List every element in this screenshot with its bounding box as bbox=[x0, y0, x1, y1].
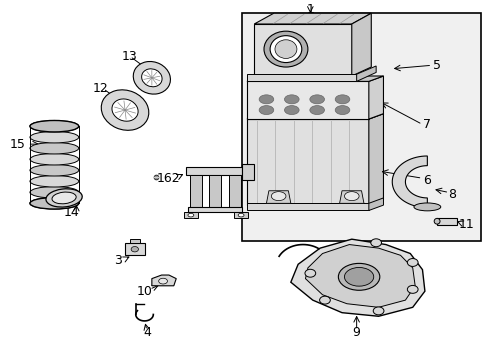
Text: 14: 14 bbox=[63, 206, 79, 219]
Polygon shape bbox=[368, 76, 383, 119]
Ellipse shape bbox=[30, 198, 79, 209]
Ellipse shape bbox=[187, 213, 193, 217]
Ellipse shape bbox=[305, 269, 315, 277]
Ellipse shape bbox=[158, 278, 167, 284]
Polygon shape bbox=[185, 167, 242, 175]
Ellipse shape bbox=[30, 176, 79, 187]
Text: 4: 4 bbox=[143, 326, 151, 339]
Text: 12: 12 bbox=[93, 82, 108, 95]
Ellipse shape bbox=[407, 285, 417, 293]
Ellipse shape bbox=[309, 105, 324, 114]
Polygon shape bbox=[189, 175, 201, 209]
Ellipse shape bbox=[309, 95, 324, 104]
Ellipse shape bbox=[30, 143, 79, 154]
Polygon shape bbox=[246, 81, 368, 119]
Polygon shape bbox=[183, 212, 198, 218]
Ellipse shape bbox=[30, 153, 79, 165]
Polygon shape bbox=[391, 156, 427, 208]
Polygon shape bbox=[188, 207, 242, 212]
Ellipse shape bbox=[30, 131, 79, 143]
Text: 1: 1 bbox=[306, 3, 314, 16]
Ellipse shape bbox=[334, 95, 349, 104]
Ellipse shape bbox=[112, 99, 138, 121]
Ellipse shape bbox=[433, 219, 439, 224]
Polygon shape bbox=[368, 114, 383, 205]
Text: 6: 6 bbox=[423, 174, 430, 186]
Text: 11: 11 bbox=[458, 218, 473, 231]
Ellipse shape bbox=[372, 307, 383, 315]
Ellipse shape bbox=[319, 296, 330, 304]
Polygon shape bbox=[242, 164, 254, 180]
Polygon shape bbox=[339, 191, 363, 203]
Ellipse shape bbox=[284, 105, 299, 114]
Text: 15: 15 bbox=[10, 138, 26, 150]
Ellipse shape bbox=[142, 69, 162, 87]
Polygon shape bbox=[209, 175, 221, 209]
Ellipse shape bbox=[30, 121, 79, 132]
Polygon shape bbox=[246, 76, 383, 81]
Ellipse shape bbox=[284, 95, 299, 104]
Polygon shape bbox=[246, 74, 356, 81]
Ellipse shape bbox=[259, 105, 273, 114]
Ellipse shape bbox=[131, 247, 138, 252]
Polygon shape bbox=[125, 243, 144, 255]
Polygon shape bbox=[254, 13, 370, 24]
Ellipse shape bbox=[30, 165, 79, 176]
Polygon shape bbox=[246, 203, 368, 211]
Ellipse shape bbox=[338, 264, 379, 290]
Polygon shape bbox=[436, 218, 456, 225]
Polygon shape bbox=[233, 212, 248, 218]
Ellipse shape bbox=[271, 192, 285, 201]
Ellipse shape bbox=[101, 90, 148, 130]
Polygon shape bbox=[246, 114, 383, 119]
Ellipse shape bbox=[269, 36, 301, 63]
Ellipse shape bbox=[344, 192, 358, 201]
Ellipse shape bbox=[46, 189, 82, 207]
Text: 8: 8 bbox=[447, 188, 455, 201]
Ellipse shape bbox=[30, 198, 79, 209]
Text: 7: 7 bbox=[423, 118, 430, 131]
Text: 9: 9 bbox=[352, 326, 360, 339]
Ellipse shape bbox=[259, 95, 273, 104]
Polygon shape bbox=[254, 24, 351, 76]
Ellipse shape bbox=[370, 239, 381, 247]
Text: 5: 5 bbox=[432, 59, 440, 72]
Bar bbox=[242, 13, 480, 241]
Polygon shape bbox=[152, 275, 176, 286]
Ellipse shape bbox=[52, 192, 76, 204]
Polygon shape bbox=[368, 198, 383, 211]
Text: 13: 13 bbox=[122, 50, 138, 63]
Polygon shape bbox=[290, 239, 424, 316]
Ellipse shape bbox=[133, 62, 170, 94]
Polygon shape bbox=[130, 239, 140, 243]
Ellipse shape bbox=[274, 40, 296, 58]
Ellipse shape bbox=[238, 213, 244, 217]
Ellipse shape bbox=[344, 267, 373, 286]
Ellipse shape bbox=[264, 31, 307, 67]
Ellipse shape bbox=[30, 121, 79, 132]
Ellipse shape bbox=[30, 186, 79, 198]
Polygon shape bbox=[305, 244, 414, 307]
Ellipse shape bbox=[334, 105, 349, 114]
Polygon shape bbox=[246, 119, 368, 205]
Text: 10: 10 bbox=[136, 285, 152, 298]
Polygon shape bbox=[266, 191, 290, 203]
Ellipse shape bbox=[407, 258, 417, 266]
Polygon shape bbox=[351, 13, 370, 76]
Text: 162: 162 bbox=[157, 172, 181, 185]
Polygon shape bbox=[228, 175, 240, 209]
Ellipse shape bbox=[413, 203, 440, 211]
Text: 3: 3 bbox=[114, 254, 122, 267]
Polygon shape bbox=[356, 66, 375, 81]
